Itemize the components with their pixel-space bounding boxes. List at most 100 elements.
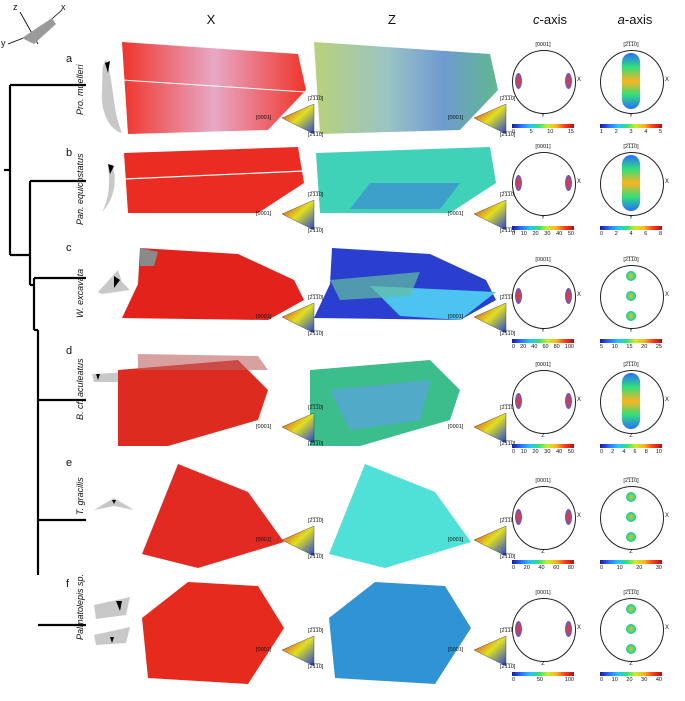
scale-tick: 0 xyxy=(512,449,516,455)
c-axis-density-max xyxy=(565,621,572,637)
column-header-x: X xyxy=(206,12,216,27)
c-axis-scale-ticks: 0 20 40 60 80 xyxy=(512,565,574,571)
c-axis-pole-side-label: X xyxy=(577,397,582,403)
scale-tick: 6 xyxy=(633,449,637,455)
ebsd-map-z-c xyxy=(314,248,496,320)
c-axis-pole-side-label: X xyxy=(577,292,582,298)
c-axis-color-scale xyxy=(512,339,574,343)
a-axis-color-scale xyxy=(600,672,662,676)
ipf-label-bottom: [2̅1̅1̅0] xyxy=(500,441,516,447)
phylogenetic-tree xyxy=(4,83,86,627)
a-axis-density-max xyxy=(626,271,636,282)
species-label-c: W. excavata xyxy=(75,268,85,318)
a-axis-density-max xyxy=(626,531,636,542)
c-axis-pole-bottom-label: Z xyxy=(541,549,545,555)
c-axis-pole-top-label: [0001] xyxy=(535,362,551,368)
scale-tick: 20 xyxy=(532,449,539,455)
c-axis-density-max xyxy=(565,73,572,89)
ipf-label-top: [2̅1̅1̅0] xyxy=(500,405,516,411)
scale-tick: 4 xyxy=(622,449,626,455)
scale-tick: 10 xyxy=(611,344,618,350)
scale-tick: 100 xyxy=(564,677,574,683)
ipf-label-bottom: [2̅1̅1̅0] xyxy=(308,228,324,234)
a-axis-density-max xyxy=(626,492,636,503)
ipf-label-bottom: [2̅1̅1̅0] xyxy=(308,554,324,560)
c-axis-pole-top-label: [0001] xyxy=(535,144,551,150)
scale-tick: 5 xyxy=(658,129,662,135)
scale-tick: 0 xyxy=(512,129,516,135)
c-axis-pole-top-label: [0001] xyxy=(535,478,551,484)
species-label-b: Pan. equicostatus xyxy=(75,153,85,225)
a-axis-density-max xyxy=(626,310,636,321)
ipf-label-top: [2̅1̅1̅0] xyxy=(500,295,516,301)
species-label-a: Pro. muelleri xyxy=(75,64,85,115)
scale-tick: 8 xyxy=(644,449,648,455)
a-axis-density-band xyxy=(622,53,640,109)
scale-tick: 80 xyxy=(567,565,574,571)
scale-tick: 0 xyxy=(600,449,604,455)
c-axis-color-scale xyxy=(512,124,574,128)
row-letter-a: a xyxy=(66,53,73,65)
column-header-z: Z xyxy=(388,12,396,27)
c-axis-pole-side-label: X xyxy=(577,179,582,185)
scale-tick: 3 xyxy=(629,129,633,135)
scale-tick: 0 xyxy=(512,344,516,350)
a-axis-pole-side-label: X xyxy=(665,397,670,403)
ipf-label-left: [0001] xyxy=(448,647,464,653)
a-axis-scale-ticks: 1 2 3 4 5 xyxy=(600,129,662,135)
scale-tick: 20 xyxy=(641,344,648,350)
row-letter-f: f xyxy=(66,578,70,590)
ebsd-map-x-c xyxy=(122,248,304,320)
a-axis-pole-top-label: [2̅1̅1̅0] xyxy=(623,478,639,484)
ebsd-map-z-b xyxy=(316,147,496,213)
specimen-silhouette-c xyxy=(98,270,130,294)
c-axis-pole-side-label: X xyxy=(577,513,582,519)
axis-z-label: z xyxy=(13,2,18,12)
a-axis-density-band xyxy=(622,373,640,429)
scale-tick: 30 xyxy=(655,565,662,571)
scale-tick: 10 xyxy=(520,231,527,237)
ipf-label-left: [0001] xyxy=(448,424,464,430)
ipf-label-bottom: [2̅1̅1̅0] xyxy=(500,331,516,337)
specimen-silhouette-a xyxy=(101,60,122,133)
a-axis-pole-top-label: [2̅1̅1̅0] xyxy=(623,257,639,263)
species-label-d: B. cf. aculeatus xyxy=(75,358,85,420)
c-axis-color-scale xyxy=(512,672,574,676)
c-axis-density-max xyxy=(565,175,572,191)
ipf-label-top: [2̅1̅1̅0] xyxy=(308,96,324,102)
ipf-triangle xyxy=(473,302,507,334)
a-axis-pole-bottom-label: Y xyxy=(629,113,633,119)
ipf-label-bottom: [2̅1̅1̅0] xyxy=(500,132,516,138)
a-axis-pole-bottom-label: Y xyxy=(629,215,633,221)
ebsd-map-x-a xyxy=(121,42,307,134)
c-axis-density-max xyxy=(515,288,522,304)
ipf-label-top: [2̅1̅1̅0] xyxy=(500,518,516,524)
ipf-label-bottom: [2̅1̅1̅0] xyxy=(500,664,516,670)
ipf-triangle xyxy=(473,199,507,231)
a-axis-density-max xyxy=(626,604,636,615)
scale-tick: 0 xyxy=(600,565,604,571)
ipf-triangle xyxy=(473,635,507,667)
a-axis-pole-bottom-label: Z xyxy=(629,661,633,667)
c-axis-pole-side-label: X xyxy=(577,77,582,83)
c-axis-scale-ticks: 0 50 100 xyxy=(512,677,574,683)
ipf-label-bottom: [2̅1̅1̅0] xyxy=(308,664,324,670)
c-axis-density-max xyxy=(515,175,522,191)
scale-tick: 50 xyxy=(536,677,543,683)
species-label-e: T. gracilis xyxy=(75,477,85,515)
scale-tick: 15 xyxy=(567,129,574,135)
axis-x-label: x xyxy=(61,2,66,12)
ipf-triangle xyxy=(473,103,507,135)
specimen-silhouette-b xyxy=(102,164,115,212)
scale-tick: 40 xyxy=(531,344,538,350)
a-axis-density-max xyxy=(626,624,636,634)
scale-tick: 1 xyxy=(600,129,604,135)
a-axis-pole-top-label: [2̅1̅1̅0] xyxy=(623,362,639,368)
c-axis-density-max xyxy=(565,288,572,304)
ipf-triangle xyxy=(281,302,315,334)
species-label-f: Palmatolepis sp. xyxy=(75,573,85,640)
c-axis-density-max xyxy=(515,509,522,525)
c-axis-pole-bottom-label: Y xyxy=(541,328,545,334)
a-axis-pole-side-label: X xyxy=(665,77,670,83)
ipf-label-top: [2̅1̅1̅0] xyxy=(500,628,516,634)
